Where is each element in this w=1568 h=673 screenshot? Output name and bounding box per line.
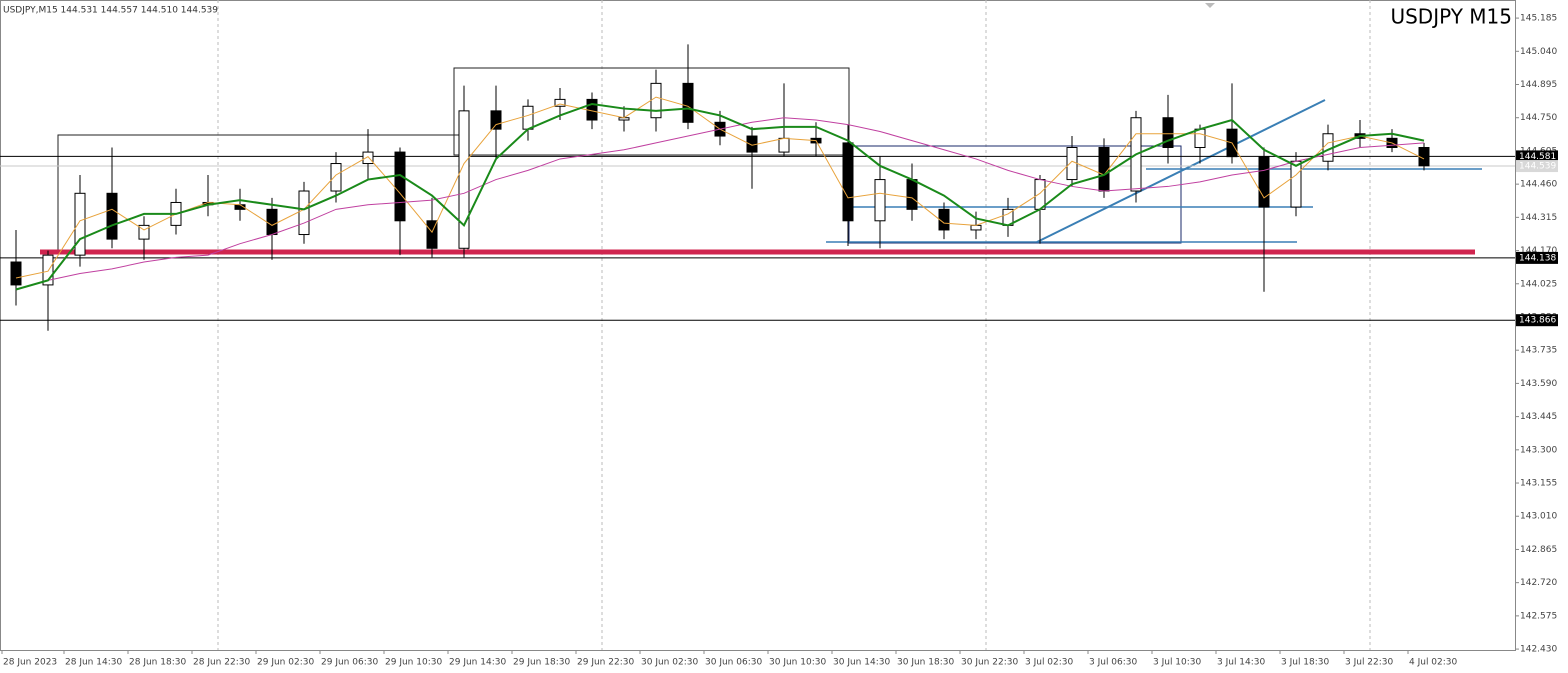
price-label-box [1516, 150, 1558, 163]
y-tick-label: 142.430 [1520, 645, 1557, 655]
candle-body [74, 192, 86, 256]
x-tick-label: 4 Jul 02:30 [1409, 658, 1458, 668]
y-tick-label: 143.010 [1520, 512, 1557, 522]
candle-body [906, 179, 918, 210]
x-tick-label: 29 Jun 10:30 [385, 658, 442, 668]
y-tick-label: 143.300 [1520, 445, 1557, 455]
candle-body [1066, 146, 1078, 181]
candle-body [554, 98, 566, 107]
current-price-box [1516, 160, 1558, 173]
candle-body [970, 224, 982, 231]
price-label-box [1516, 314, 1558, 327]
price-label-box [1516, 251, 1558, 264]
x-tick-label: 29 Jun 18:30 [513, 658, 570, 668]
x-tick-label: 3 Jul 02:30 [1025, 658, 1074, 668]
range-box [453, 67, 850, 156]
x-tick-label: 3 Jul 22:30 [1345, 658, 1394, 668]
current-price-label: 144.539 [1519, 162, 1556, 172]
moving-average [15, 117, 1425, 290]
x-tick-label: 28 Jun 22:30 [193, 658, 250, 668]
candle-body [42, 254, 54, 286]
x-tick-label: 3 Jul 10:30 [1153, 658, 1202, 668]
x-tick-label: 30 Jun 06:30 [705, 658, 762, 668]
candle-body [298, 190, 310, 236]
candle-body [10, 261, 22, 286]
y-tick-label: 143.590 [1520, 379, 1557, 389]
candle-body [330, 163, 342, 192]
vertical-grid [217, 0, 1371, 650]
candle-body [266, 208, 278, 236]
x-tick-label: 30 Jun 14:30 [833, 658, 890, 668]
x-tick-label: 29 Jun 14:30 [449, 658, 506, 668]
y-tick-label: 143.445 [1520, 412, 1557, 422]
x-tick-label: 3 Jul 06:30 [1089, 658, 1138, 668]
x-tick-label: 3 Jul 14:30 [1217, 658, 1266, 668]
y-tick-label: 144.750 [1520, 113, 1557, 123]
chart-title: USDJPY M15 [1390, 5, 1512, 29]
candle-body [1162, 117, 1174, 148]
candle-body [362, 151, 374, 165]
candle-body [874, 179, 886, 222]
candle-body [1098, 146, 1110, 192]
x-tick-label: 3 Jul 18:30 [1281, 658, 1330, 668]
y-tick-label: 143.155 [1520, 479, 1557, 489]
candle-body [938, 208, 950, 231]
x-tick-label: 29 Jun 06:30 [321, 658, 378, 668]
y-tick-label: 142.865 [1520, 545, 1557, 555]
candle-body [1290, 160, 1302, 208]
scroll-marker [1205, 3, 1215, 8]
y-tick-label: 145.185 [1520, 14, 1557, 24]
plot-frame [0, 0, 1516, 651]
y-tick-label: 142.720 [1520, 578, 1557, 588]
candle-body [522, 105, 534, 130]
candle-body [1034, 179, 1046, 210]
candle-body [842, 142, 854, 222]
y-tick-label: 145.040 [1520, 47, 1557, 57]
y-tick-label: 142.575 [1520, 611, 1557, 621]
price-label: 144.581 [1519, 152, 1556, 162]
candle-body [426, 220, 438, 249]
x-tick-label: 29 Jun 22:30 [577, 658, 634, 668]
y-tick-label: 144.460 [1520, 180, 1557, 190]
candle-body [682, 82, 694, 123]
moving-average [15, 102, 1425, 291]
price-label: 143.866 [1519, 316, 1556, 326]
candle-body [778, 137, 790, 153]
price-label: 144.138 [1519, 253, 1556, 263]
x-tick-label: 28 Jun 14:30 [65, 658, 122, 668]
x-tick-label: 28 Jun 18:30 [129, 658, 186, 668]
x-tick-label: 30 Jun 18:30 [897, 658, 954, 668]
symbol-info: USDJPY,M15 144.531 144.557 144.510 144.5… [3, 6, 218, 16]
candle-body [458, 110, 470, 249]
y-tick-label: 144.025 [1520, 279, 1557, 289]
x-tick-label: 28 Jun 2023 [3, 658, 57, 668]
x-tick-label: 30 Jun 02:30 [641, 658, 698, 668]
trend-line [1036, 99, 1326, 243]
y-tick-label: 144.895 [1520, 80, 1557, 90]
candle-body [106, 192, 118, 240]
x-tick-label: 29 Jun 02:30 [257, 658, 314, 668]
candle-body [1258, 156, 1270, 208]
candle-body [650, 82, 662, 119]
candle-body [138, 224, 150, 240]
x-tick-label: 30 Jun 22:30 [961, 658, 1018, 668]
y-tick-label: 144.315 [1520, 213, 1557, 223]
y-tick-label: 143.735 [1520, 346, 1557, 356]
x-tick-label: 30 Jun 10:30 [769, 658, 826, 668]
candle-body [394, 151, 406, 222]
candle-body [490, 110, 502, 130]
candle-body [1194, 128, 1206, 148]
y-tick-label: 144.170 [1520, 246, 1557, 256]
